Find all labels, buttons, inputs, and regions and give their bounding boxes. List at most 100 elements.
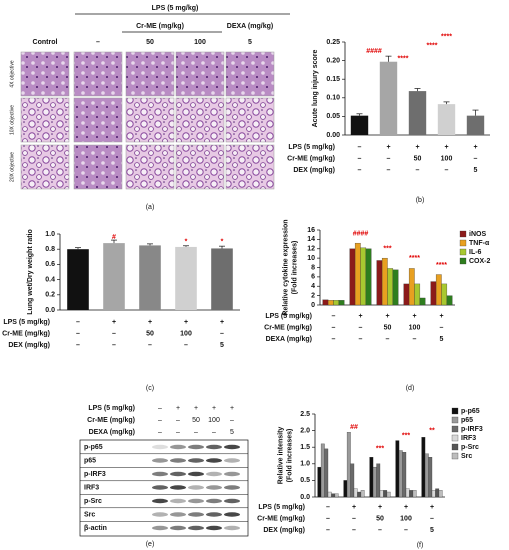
- bar: [324, 448, 329, 498]
- condition-cell: –: [352, 515, 356, 522]
- bar: [419, 297, 426, 306]
- blot-band: [206, 458, 222, 463]
- bar: [320, 443, 325, 498]
- blot-band: [170, 485, 186, 490]
- y-tick-label: 0.0: [45, 307, 55, 314]
- significance: ****: [409, 255, 420, 262]
- bar: [376, 260, 383, 306]
- bar: [435, 488, 440, 498]
- blot-band: [152, 512, 168, 517]
- protein-label: IRF3: [84, 484, 99, 491]
- blot-band: [152, 525, 168, 531]
- y-tick-label: 2.0: [300, 427, 310, 434]
- significance: **: [429, 427, 435, 434]
- bar: [360, 490, 365, 498]
- condition-cell: 50: [414, 155, 422, 162]
- blot-band: [224, 525, 240, 531]
- subheader: DEXA (mg/kg): [227, 23, 273, 30]
- bar: [334, 493, 339, 498]
- bar: [395, 440, 400, 498]
- histology-image: [20, 144, 70, 190]
- bar: [327, 491, 332, 498]
- condition-cell: –: [332, 324, 336, 331]
- blot-band: [152, 471, 168, 477]
- condition-label: DEX (mg/kg): [8, 342, 50, 349]
- condition-cell: –: [76, 319, 80, 326]
- condition-label: DEXA (mg/kg): [89, 429, 135, 436]
- condition-cell: 50: [146, 330, 154, 337]
- y-tick-label: 8: [311, 264, 315, 271]
- bar: [67, 249, 89, 310]
- bar: [405, 488, 410, 498]
- legend-label: TNF-α: [469, 240, 490, 247]
- bar: [408, 91, 427, 135]
- y-axis-label: Acute lung injury score: [312, 49, 319, 127]
- column-label: –: [96, 39, 100, 46]
- histology-image: [20, 51, 70, 97]
- blot-band: [170, 512, 186, 517]
- condition-cell: –: [378, 527, 382, 534]
- protein-label: Src: [84, 511, 95, 518]
- bar: [322, 299, 329, 306]
- bar: [408, 268, 415, 306]
- condition-label: Cr-ME (mg/kg): [87, 417, 135, 424]
- y-tick-label: 0.05: [326, 113, 340, 120]
- y-axis-label: Lung wet/Dry weight ratio: [27, 229, 34, 315]
- blot-band: [188, 512, 204, 517]
- condition-cell: 100: [180, 330, 192, 337]
- condition-cell: –: [158, 429, 162, 436]
- condition-cell: +: [184, 319, 188, 326]
- column-label: 50: [146, 39, 154, 46]
- condition-cell: +: [473, 144, 477, 151]
- bar: [441, 283, 448, 306]
- condition-cell: –: [76, 330, 80, 337]
- condition-cell: –: [148, 342, 152, 349]
- protein-label: p-p65: [84, 444, 103, 451]
- column-label: 5: [248, 39, 252, 46]
- histology-image: [125, 97, 175, 143]
- condition-cell: +: [194, 405, 198, 412]
- condition-label: LPS (5 mg/kg): [88, 405, 135, 412]
- bar: [431, 490, 436, 498]
- legend-swatch: [451, 425, 459, 433]
- condition-label: Cr-ME (mg/kg): [264, 324, 312, 331]
- condition-cell: +: [148, 319, 152, 326]
- row-label: 4X objective: [9, 60, 15, 87]
- condition-cell: –: [440, 324, 444, 331]
- condition-cell: –: [158, 417, 162, 424]
- blot-band: [224, 512, 240, 517]
- condition-cell: –: [326, 527, 330, 534]
- significance: ****: [427, 43, 438, 50]
- condition-label: Cr-ME (mg/kg): [2, 330, 50, 337]
- condition-cell: –: [358, 155, 362, 162]
- significance: ##: [350, 424, 358, 431]
- y-tick-label: 0.00: [326, 132, 340, 139]
- bar: [437, 104, 456, 135]
- y-axis-label: (Fold increases): [286, 429, 293, 483]
- y-tick-label: 1.5: [300, 444, 310, 451]
- bar: [331, 493, 336, 498]
- bar: [446, 295, 453, 306]
- legend-label: IL-6: [469, 249, 482, 256]
- blot-band: [188, 525, 204, 531]
- legend-label: COX-2: [469, 258, 491, 265]
- histology-image: [73, 97, 123, 143]
- legend-swatch: [459, 248, 467, 256]
- legend-swatch: [451, 443, 459, 451]
- significance: ***: [383, 246, 391, 253]
- protein-label: p-IRF3: [84, 471, 106, 478]
- legend-label: iNOS: [469, 231, 486, 238]
- blot-frame: [79, 439, 249, 537]
- significance: ####: [366, 48, 382, 55]
- y-tick-label: 0.0: [300, 494, 310, 501]
- bar: [435, 274, 442, 306]
- condition-cell: 100: [208, 417, 220, 424]
- protein-label: p65: [84, 457, 96, 464]
- y-tick-label: 2.5: [300, 411, 310, 418]
- condition-label: Cr-ME (mg/kg): [287, 155, 335, 162]
- condition-label: LPS (5 mg/kg): [288, 144, 335, 151]
- condition-cell: –: [386, 336, 390, 343]
- significance: #: [112, 234, 116, 241]
- legend-label: Src: [461, 453, 472, 460]
- condition-cell: –: [230, 417, 234, 424]
